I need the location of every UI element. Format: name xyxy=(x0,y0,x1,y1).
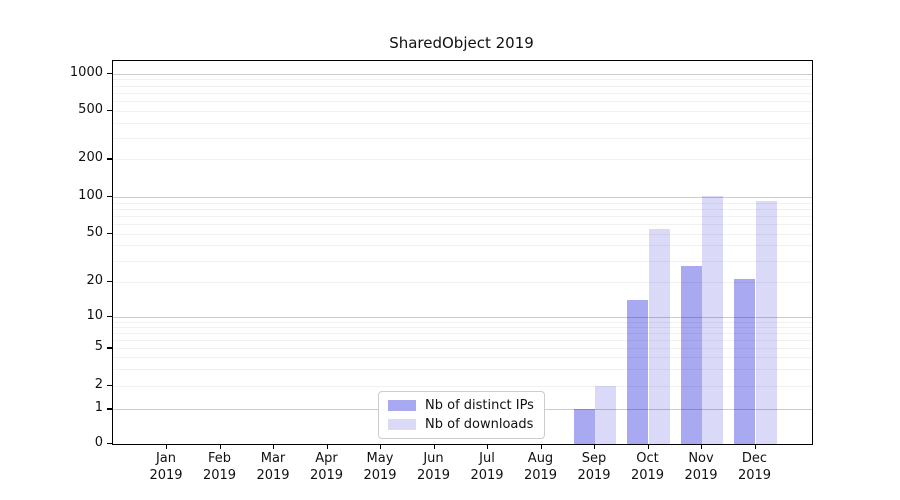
y-axis-tick-label: 1000 xyxy=(69,64,103,80)
y-tick-mark xyxy=(107,443,112,445)
y-axis-tick-label: 0 xyxy=(94,435,103,450)
plot-area xyxy=(112,60,813,445)
y-axis-tick-label: 100 xyxy=(78,188,103,203)
x-axis-tick-label: Sep 2019 xyxy=(577,451,611,483)
x-axis-tick-label: Jan 2019 xyxy=(149,451,183,483)
y-axis-tick-label: 1 xyxy=(94,400,103,416)
y-tick-mark xyxy=(107,347,112,349)
x-axis-tick-label: Apr 2019 xyxy=(309,451,344,483)
y-tick-mark xyxy=(107,316,112,318)
x-axis-tick-label: Mar 2019 xyxy=(256,451,290,483)
x-axis-tick-label: Oct 2019 xyxy=(630,451,665,483)
grid-line-minor xyxy=(113,159,812,161)
x-tick-mark xyxy=(219,444,221,450)
y-tick-mark xyxy=(107,72,112,74)
bar-distinct-ips xyxy=(680,266,702,444)
grid-line-minor xyxy=(113,85,812,87)
bar-downloads xyxy=(755,201,777,444)
y-tick-mark xyxy=(107,110,112,112)
legend-swatch-distinct-ips xyxy=(388,400,416,411)
y-tick-mark xyxy=(107,232,112,234)
grid-line-minor xyxy=(113,79,812,81)
x-tick-mark xyxy=(754,444,756,450)
x-tick-mark xyxy=(166,444,168,450)
grid-line-major xyxy=(113,73,812,75)
legend: Nb of distinct IPs Nb of downloads xyxy=(378,391,545,439)
legend-item: Nb of downloads xyxy=(388,417,534,432)
y-axis-tick-label: 20 xyxy=(86,273,103,288)
y-axis-tick-label: 50 xyxy=(86,224,103,240)
y-tick-mark xyxy=(107,158,112,160)
legend-label: Nb of distinct IPs xyxy=(425,398,534,413)
x-axis-tick-label: Jul 2019 xyxy=(470,451,504,483)
x-axis-tick-label: Dec 2019 xyxy=(737,451,772,483)
x-tick-mark xyxy=(647,444,649,450)
x-axis-tick-label: Nov 2019 xyxy=(684,451,718,483)
y-axis-tick-label: 10 xyxy=(86,308,103,323)
grid-line-minor xyxy=(113,122,812,124)
bar-downloads xyxy=(702,195,724,444)
grid-line-minor xyxy=(113,92,812,94)
y-tick-mark xyxy=(107,281,112,283)
bar-distinct-ips xyxy=(734,279,756,444)
legend-swatch-downloads xyxy=(388,419,416,430)
x-axis-tick-label: Feb 2019 xyxy=(202,451,237,483)
x-tick-mark xyxy=(433,444,435,450)
legend-item: Nb of distinct IPs xyxy=(388,398,534,413)
y-axis-tick-label: 5 xyxy=(94,339,103,355)
x-tick-mark xyxy=(594,444,596,450)
chart-title: SharedObject 2019 xyxy=(389,34,534,52)
grid-line-minor xyxy=(113,137,812,139)
x-axis-tick-label: May 2019 xyxy=(363,451,397,483)
bar-downloads xyxy=(595,386,617,444)
x-tick-mark xyxy=(487,444,489,450)
y-axis-tick-label: 200 xyxy=(78,150,103,166)
y-tick-mark xyxy=(107,408,112,410)
grid-line-minor xyxy=(113,101,812,103)
y-tick-mark xyxy=(107,196,112,198)
legend-label: Nb of downloads xyxy=(425,417,534,432)
x-axis-tick-label: Aug 2019 xyxy=(523,451,558,483)
bar-downloads xyxy=(648,228,670,444)
y-axis-tick-label: 500 xyxy=(78,102,103,117)
y-tick-mark xyxy=(107,385,112,387)
bar-distinct-ips xyxy=(573,409,595,444)
x-tick-mark xyxy=(540,444,542,450)
bar-distinct-ips xyxy=(627,300,649,444)
y-axis-tick-label: 2 xyxy=(94,377,103,392)
x-axis-tick-label: Jun 2019 xyxy=(416,451,451,483)
grid-line-minor xyxy=(113,111,812,112)
x-tick-mark xyxy=(701,444,703,450)
x-tick-mark xyxy=(326,444,328,450)
x-tick-mark xyxy=(273,444,275,450)
x-tick-mark xyxy=(380,444,382,450)
